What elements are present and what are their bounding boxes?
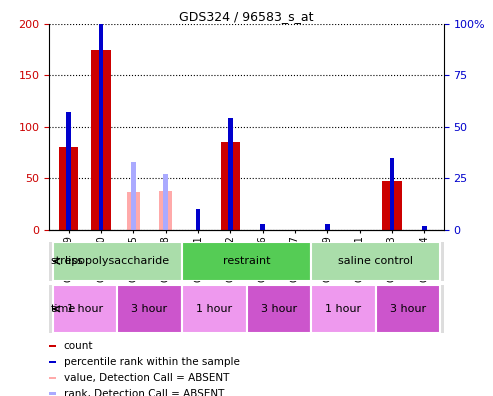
- Text: 3 hour: 3 hour: [132, 304, 168, 314]
- Text: 3 hour: 3 hour: [390, 304, 426, 314]
- Text: 1 hour: 1 hour: [325, 304, 361, 314]
- Bar: [91, 50, 111, 230]
- Text: count: count: [64, 341, 93, 351]
- Text: 3 hour: 3 hour: [261, 304, 297, 314]
- Bar: [182, 285, 246, 333]
- Bar: [163, 174, 168, 230]
- Bar: [311, 242, 440, 281]
- Bar: [159, 190, 172, 230]
- Text: restraint: restraint: [223, 256, 270, 267]
- Bar: [131, 162, 136, 230]
- Bar: [117, 285, 182, 333]
- Bar: [49, 361, 56, 364]
- Bar: [376, 285, 440, 333]
- Bar: [53, 242, 182, 281]
- Text: saline control: saline control: [338, 256, 413, 267]
- Bar: [49, 392, 56, 395]
- Text: stress: stress: [51, 256, 84, 267]
- Text: 1 hour: 1 hour: [196, 304, 232, 314]
- Bar: [311, 285, 376, 333]
- Bar: [382, 181, 402, 230]
- Bar: [246, 285, 311, 333]
- Bar: [53, 285, 117, 333]
- Bar: [59, 147, 78, 230]
- Bar: [182, 242, 311, 281]
- Bar: [49, 377, 56, 379]
- Bar: [228, 118, 233, 230]
- Bar: [422, 226, 427, 230]
- Bar: [325, 223, 330, 230]
- Text: 1 hour: 1 hour: [67, 304, 103, 314]
- Text: percentile rank within the sample: percentile rank within the sample: [64, 357, 240, 367]
- Bar: [49, 345, 56, 347]
- Bar: [66, 112, 71, 230]
- Bar: [196, 209, 201, 230]
- Text: value, Detection Call = ABSENT: value, Detection Call = ABSENT: [64, 373, 229, 383]
- Bar: [127, 192, 140, 230]
- Bar: [99, 22, 104, 230]
- Bar: [260, 223, 265, 230]
- Text: time: time: [51, 304, 76, 314]
- Text: rank, Detection Call = ABSENT: rank, Detection Call = ABSENT: [64, 388, 224, 396]
- Text: lipopolysaccharide: lipopolysaccharide: [65, 256, 169, 267]
- Bar: [221, 142, 240, 230]
- Bar: [389, 158, 394, 230]
- Title: GDS324 / 96583_s_at: GDS324 / 96583_s_at: [179, 10, 314, 23]
